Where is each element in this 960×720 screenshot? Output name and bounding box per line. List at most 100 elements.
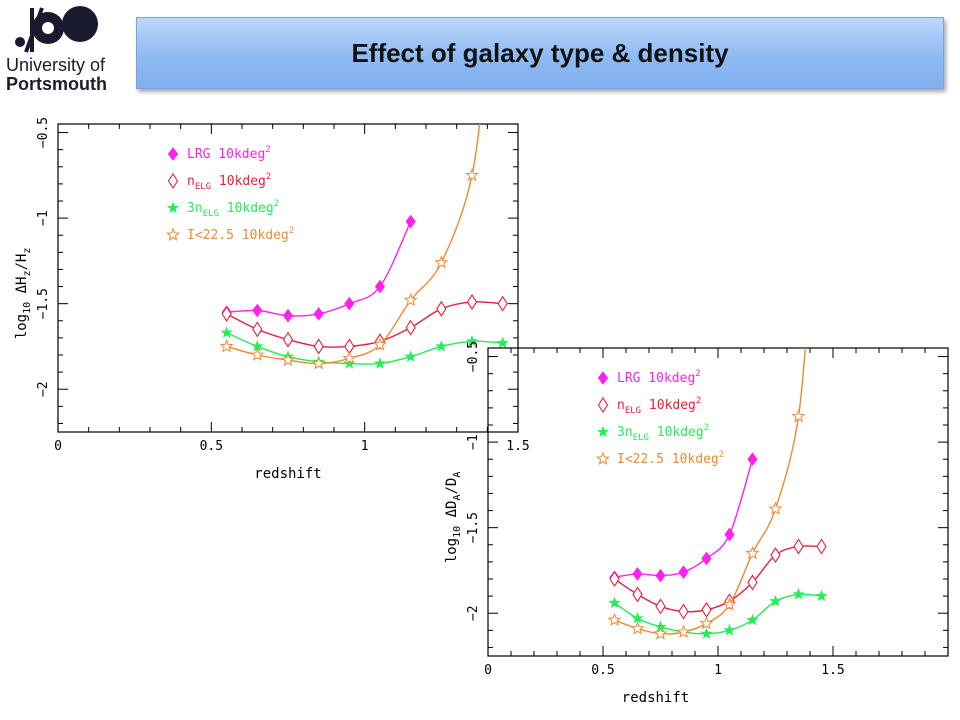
data-point <box>700 627 713 639</box>
data-point <box>632 567 643 581</box>
data-point <box>768 501 783 515</box>
data-point <box>282 331 294 348</box>
data-point <box>678 603 689 620</box>
data-point <box>464 167 480 182</box>
data-point <box>632 586 643 603</box>
data-point <box>221 305 232 322</box>
data-point <box>701 601 712 618</box>
data-point <box>280 352 296 367</box>
y-tick-label: −2 <box>466 605 481 621</box>
data-point <box>722 597 737 611</box>
x-axis-label: redshift <box>622 690 689 706</box>
x-tick-label: 1.5 <box>506 439 529 454</box>
y-tick-label: −0.5 <box>466 341 481 372</box>
y-tick-label: −1.5 <box>466 512 481 543</box>
y-tick-label: −1.5 <box>36 288 51 319</box>
data-point <box>344 296 355 311</box>
y-tick-label: −1 <box>36 210 51 226</box>
data-point <box>405 319 416 336</box>
data-point <box>342 351 357 365</box>
chart-angular-distance-error: 0 0.5 1 1.5 −2 −1.5 −1 −0.5 redshift log10 ΔDA/DA… <box>444 341 949 706</box>
legend-label: nELG 10kdeg2 <box>187 172 271 192</box>
data-point <box>793 538 804 555</box>
series-3 <box>219 124 481 370</box>
data-point <box>374 279 386 294</box>
series-3 <box>607 348 807 640</box>
data-point <box>630 621 645 635</box>
data-point <box>435 340 448 352</box>
legend: LRG 10kdeg2 nELG 10kdeg2 3nELG 10kdeg2 I<22… <box>165 145 294 243</box>
logo-line-1: University of <box>6 55 106 75</box>
data-point <box>607 612 622 627</box>
series-1 <box>221 293 508 355</box>
data-point <box>701 551 712 566</box>
data-point <box>434 255 449 269</box>
legend-label: I<22.5 10kdeg2 <box>617 450 724 467</box>
series-0 <box>609 452 758 585</box>
data-point <box>770 547 781 564</box>
x-tick-label: 0 <box>484 663 492 678</box>
data-point <box>250 347 265 361</box>
series-line <box>226 332 503 365</box>
x-tick-label: 1 <box>714 663 722 678</box>
legend-label: LRG 10kdeg2 <box>187 145 271 162</box>
data-point <box>792 588 805 600</box>
data-point <box>745 545 760 560</box>
x-axis-label: redshift <box>254 466 321 482</box>
data-point <box>746 613 759 626</box>
university-logo: University of Portsmouth <box>6 4 126 94</box>
series-line <box>226 124 481 365</box>
x-tick-label: 0.5 <box>591 663 614 678</box>
legend-marker <box>595 451 611 465</box>
legend-label: 3nELG 10kdeg2 <box>187 199 279 219</box>
y-tick-label: −2 <box>36 381 51 397</box>
data-point <box>465 334 479 347</box>
data-point <box>769 594 782 607</box>
legend-label: 3nELG 10kdeg2 <box>617 423 709 443</box>
legend-marker <box>597 371 609 385</box>
data-point <box>608 596 621 609</box>
slide-title: Effect of galaxy type & density <box>351 37 729 68</box>
data-point <box>699 616 714 630</box>
data-point <box>815 589 828 602</box>
data-point <box>816 538 827 555</box>
legend: LRG 10kdeg2 nELG 10kdeg2 3nELG 10kdeg2 I<22… <box>595 369 724 467</box>
legend-label: I<22.5 10kdeg2 <box>187 226 294 243</box>
data-point <box>282 308 294 323</box>
y-tick-label: −1 <box>466 434 481 450</box>
title-banner: Effect of galaxy type & density <box>136 17 944 89</box>
y-tick-label: −0.5 <box>36 117 51 148</box>
y-axis-label: log10 ΔHz/Hz <box>14 248 33 340</box>
data-point <box>678 565 689 579</box>
data-point <box>403 292 418 307</box>
series-line <box>614 593 822 635</box>
logo-mark-icon <box>15 6 98 53</box>
x-tick-label: 1 <box>361 439 369 454</box>
data-point <box>219 339 234 353</box>
data-point <box>252 303 263 318</box>
data-point <box>313 307 324 321</box>
chart-hubble-error: 0 0.5 1 1.5 −2 −1.5 −1 −0.5 redshift log10 ΔHz/Hz… <box>14 117 530 482</box>
data-point <box>747 452 758 467</box>
y-axis-label: log10 ΔDA/DA <box>444 472 463 564</box>
data-point <box>405 214 416 229</box>
data-point <box>655 598 666 615</box>
plot-frame <box>487 347 949 657</box>
data-point <box>466 293 478 310</box>
legend-marker <box>165 227 181 241</box>
data-point <box>436 300 447 317</box>
x-tick-label: 0.5 <box>200 439 223 454</box>
series-line <box>614 459 754 578</box>
legend-marker <box>167 172 179 190</box>
legend-marker <box>167 147 179 161</box>
series-1 <box>609 538 827 620</box>
data-point <box>372 337 388 351</box>
data-point <box>373 357 387 369</box>
data-point <box>497 295 508 312</box>
data-point <box>747 574 758 591</box>
series-line <box>226 301 503 348</box>
data-point <box>404 350 417 362</box>
legend-marker <box>596 425 610 438</box>
data-point <box>724 527 735 542</box>
data-point <box>311 356 326 370</box>
